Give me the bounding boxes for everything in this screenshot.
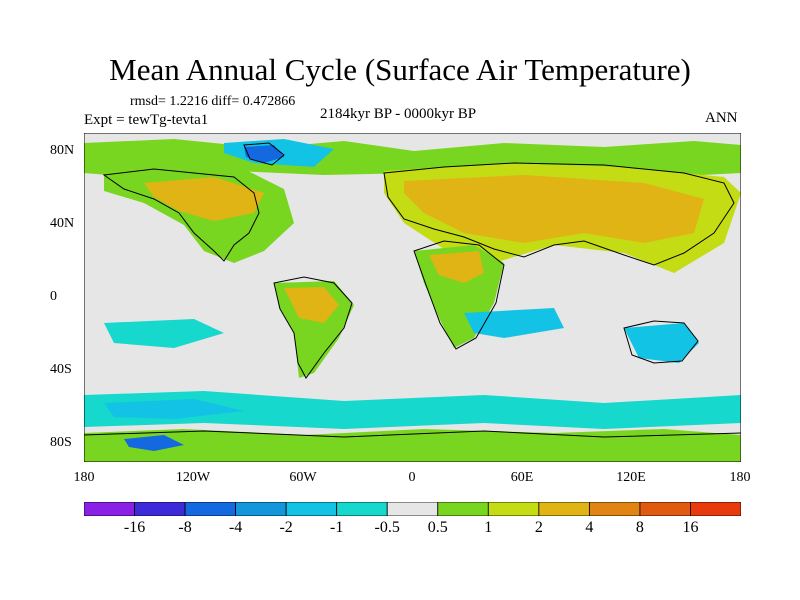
lon-label-60e: 60E — [510, 470, 534, 485]
colorbar-box-5 — [336, 502, 388, 516]
lon-label-120w: 120W — [175, 470, 211, 485]
experiment-label: Expt = tewTg-tevta1 — [84, 112, 209, 128]
north-america-hot — [144, 177, 264, 221]
colorbar-box-1 — [134, 502, 186, 516]
colorbar-box-11 — [639, 502, 691, 516]
colorbar-box-2 — [184, 502, 237, 516]
lat-label-80n: 80N — [50, 143, 75, 158]
season-label: ANN — [705, 110, 738, 126]
lat-label-eq: 0 — [50, 289, 57, 304]
africa-hot — [429, 251, 484, 283]
south-pacific-cool — [104, 319, 224, 348]
period-label: 2184kyr BP - 0000kyr BP — [320, 106, 477, 122]
colorbar-label-9: 4 — [585, 519, 594, 536]
southern-ocean-cold-patch — [104, 399, 244, 419]
greenland-cold-patch — [244, 145, 284, 163]
lat-label-40n: 40N — [50, 216, 75, 231]
australia-cool — [624, 323, 699, 363]
colorbar-box-12 — [690, 502, 741, 516]
antarctica-warm — [84, 429, 741, 462]
lon-label-120e: 120E — [616, 470, 646, 485]
colorbar-box-4 — [285, 502, 338, 516]
stats-text: rmsd= 1.2216 diff= 0.472866 — [130, 94, 296, 109]
colorbar — [84, 502, 741, 516]
lon-label-60w: 60W — [289, 470, 317, 485]
colorbar-box-8 — [487, 502, 540, 516]
colorbar-label-4: -1 — [330, 519, 344, 536]
colorbar-label-3: -2 — [279, 519, 293, 536]
chart-title: Mean Annual Cycle (Surface Air Temperatu… — [109, 52, 691, 87]
colorbar-label-8: 2 — [534, 519, 543, 536]
colorbar-label-7: 1 — [484, 519, 493, 536]
south-america-hot — [284, 287, 339, 323]
colorbar-box-7 — [437, 502, 489, 516]
temperature-map — [84, 133, 741, 462]
colorbar-label-10: 8 — [635, 519, 644, 536]
colorbar-box-0 — [84, 502, 135, 516]
colorbar-box-6 — [386, 502, 439, 516]
colorbar-box-9 — [538, 502, 590, 516]
colorbar-label-5: -0.5 — [374, 519, 400, 536]
lon-label-180e: 180 — [729, 470, 751, 485]
lon-label-0: 0 — [408, 470, 416, 485]
eurasia-hot — [404, 175, 704, 243]
coastlines — [84, 142, 741, 438]
colorbar-box-10 — [588, 502, 641, 516]
colorbar-label-11: 16 — [682, 519, 699, 536]
lon-label-180w: 180 — [73, 470, 95, 485]
lat-label-80s: 80S — [50, 435, 72, 450]
antarctica-cold-patch — [124, 435, 184, 451]
colorbar-label-2: -4 — [228, 519, 243, 536]
lat-label-40s: 40S — [50, 362, 72, 377]
colorbar-box-3 — [235, 502, 287, 516]
colorbar-label-0: -16 — [123, 519, 146, 536]
colorbar-label-6: 0.5 — [427, 519, 448, 536]
colorbar-label-1: -8 — [178, 519, 192, 536]
southern-ocean-cool-band — [84, 391, 741, 429]
